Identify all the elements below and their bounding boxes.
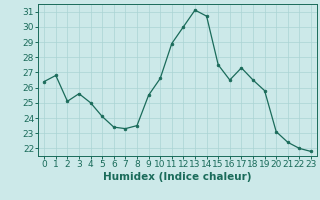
X-axis label: Humidex (Indice chaleur): Humidex (Indice chaleur) [103,172,252,182]
